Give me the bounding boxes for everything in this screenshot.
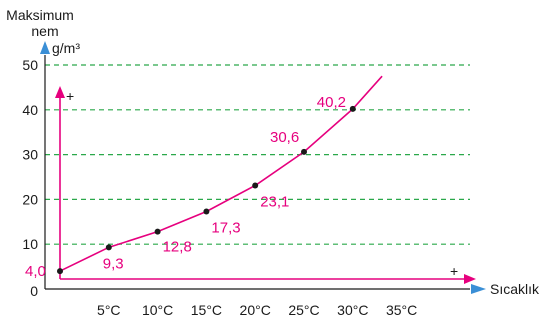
- x-tick-label: 20°C: [240, 302, 271, 318]
- tick-labels: 0 10 20 30 40 50 5°C 10°C 15°C 20°C 25°C 30°C 35°C: [22, 57, 417, 318]
- data-series: 4,0 9,3 12,8 17,3 23,1 30,6 40,2: [25, 75, 383, 280]
- data-point: [252, 182, 259, 189]
- y-axis-title-line1: Maksimum: [6, 7, 74, 23]
- inner-x-axis-arrowhead: [464, 274, 476, 284]
- y-tick-label: 10: [22, 236, 38, 252]
- x-tick-label: 30°C: [337, 302, 368, 318]
- x-tick-label: 35°C: [386, 302, 417, 318]
- y-tick-label: 20: [22, 191, 38, 207]
- inner-y-axis-arrowhead: [55, 86, 65, 98]
- x-axis-title: Sıcaklık: [490, 281, 540, 297]
- data-label: 40,2: [317, 94, 346, 111]
- y-tick-label: 0: [30, 283, 38, 299]
- data-point: [203, 208, 210, 215]
- y-axis-arrowhead: [40, 41, 50, 54]
- data-point: [301, 148, 307, 155]
- x-axis-arrowhead: [471, 284, 486, 294]
- x-tick-label: 5°C: [97, 302, 121, 318]
- data-point: [105, 244, 112, 251]
- data-line: [59, 75, 383, 272]
- data-point: [154, 228, 161, 235]
- y-tick-label: 50: [22, 57, 38, 73]
- x-tick-label: 10°C: [142, 302, 173, 318]
- data-label: 30,6: [270, 129, 299, 146]
- y-tick-label: 30: [22, 147, 38, 163]
- data-label: 9,3: [103, 255, 124, 272]
- x-tick-label: 25°C: [288, 302, 319, 318]
- inner-y-sign: +: [66, 88, 74, 104]
- grid-lines: [45, 64, 470, 245]
- data-label: 12,8: [163, 239, 192, 256]
- data-point: [349, 105, 356, 112]
- data-label: 17,3: [211, 219, 240, 236]
- data-label: 23,1: [260, 194, 289, 211]
- data-point: [57, 268, 63, 275]
- y-axis-unit: g/m³: [52, 40, 80, 56]
- y-tick-label: 40: [22, 102, 38, 118]
- y-axis-title-line2: nem: [31, 23, 58, 39]
- x-tick-label: 15°C: [191, 302, 222, 318]
- data-label: 4,0: [25, 263, 46, 280]
- inner-x-sign: +: [450, 263, 458, 279]
